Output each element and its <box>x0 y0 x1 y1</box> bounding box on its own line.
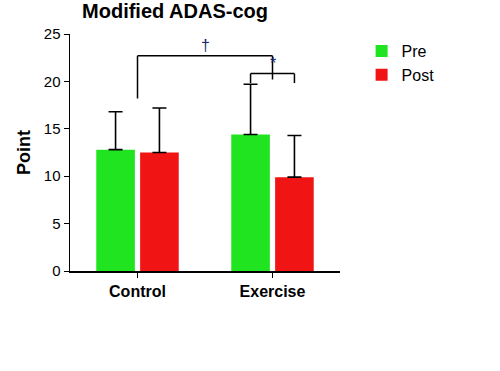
svg-text:20: 20 <box>44 73 61 90</box>
svg-text:0: 0 <box>52 262 60 279</box>
svg-text:25: 25 <box>44 25 61 42</box>
svg-text:5: 5 <box>52 215 60 232</box>
svg-text:15: 15 <box>44 120 61 137</box>
svg-text:Point: Point <box>14 130 34 175</box>
svg-text:Post: Post <box>402 67 435 84</box>
svg-text:Exercise: Exercise <box>240 283 306 300</box>
svg-text:†: † <box>201 37 210 54</box>
svg-text:Modified ADAS-cog: Modified ADAS-cog <box>82 0 268 22</box>
svg-text:*: * <box>270 55 276 72</box>
svg-text:Control: Control <box>109 283 166 300</box>
svg-text:Pre: Pre <box>402 43 427 60</box>
svg-text:10: 10 <box>44 167 61 184</box>
